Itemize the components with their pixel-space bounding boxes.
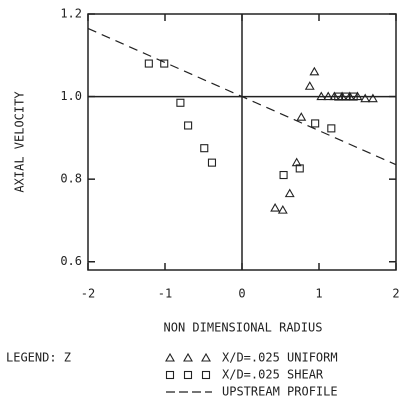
point [304, 81, 315, 90]
point [200, 144, 209, 153]
point [360, 93, 371, 103]
point [295, 164, 304, 173]
point [176, 98, 185, 107]
legend-marker [201, 352, 211, 362]
point [323, 91, 334, 101]
point [144, 59, 153, 68]
x-tick-label: 2 [392, 287, 399, 301]
point [270, 202, 281, 212]
point [160, 59, 169, 68]
legend-label: X/D=.025 SHEAR [222, 368, 324, 382]
x-axis-label: NON DIMENSIONAL RADIUS [164, 321, 323, 335]
legend-label: UPSTREAM PROFILE [222, 385, 338, 399]
point [349, 92, 358, 101]
x-tick-label: 1 [315, 287, 322, 301]
y-tick-label: 0.6 [60, 254, 82, 268]
point [316, 91, 327, 101]
legend-marker [201, 370, 211, 380]
point [184, 121, 193, 130]
legend-marker [165, 370, 175, 380]
point [279, 170, 288, 180]
x-tick-label: -2 [81, 287, 95, 301]
x-tick-label: -1 [158, 287, 172, 301]
legend-marker [165, 352, 175, 362]
point [367, 93, 378, 103]
point [296, 112, 307, 121]
point [311, 119, 320, 128]
point [207, 158, 217, 167]
y-tick-label: 1.2 [60, 7, 82, 21]
y-tick-label: 1.0 [60, 89, 82, 103]
point [309, 66, 320, 76]
legend-title: LEGEND: Z [6, 351, 71, 365]
y-axis-label: AXIAL VELOCITY [13, 91, 27, 193]
point [334, 92, 343, 101]
legend-label: X/D=.025 UNIFORM [222, 351, 338, 365]
x-tick-label: 0 [238, 287, 245, 301]
profile-line [87, 27, 397, 166]
legend-marker [183, 370, 193, 380]
point [341, 92, 351, 101]
legend-marker [183, 352, 193, 362]
y-tick-label: 0.8 [60, 172, 82, 186]
point [284, 188, 295, 198]
point [327, 124, 336, 133]
point [277, 205, 288, 214]
